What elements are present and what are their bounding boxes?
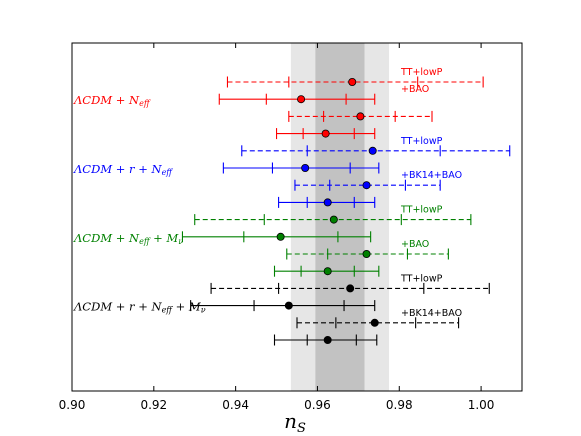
- data-point: [323, 198, 332, 207]
- band-1sigma: [315, 43, 365, 391]
- data-point: [321, 129, 330, 138]
- data-point: [356, 112, 365, 121]
- data-point: [301, 163, 310, 172]
- x-tick-label: 0.96: [304, 398, 331, 412]
- data-point: [362, 249, 371, 258]
- data-point: [323, 267, 332, 276]
- confidence-bands: [290, 43, 390, 391]
- dataset-label: +BK14+BAO: [401, 308, 462, 319]
- dataset-label: +BAO: [401, 239, 429, 250]
- dataset-label: TT+lowP: [400, 205, 443, 216]
- data-point: [284, 301, 293, 310]
- data-point: [368, 146, 377, 155]
- x-tick-label: 0.94: [222, 398, 249, 412]
- x-tick-label: 0.90: [59, 398, 86, 412]
- series-group: [190, 282, 490, 346]
- group-label: ΛCDM + Neff: [73, 93, 151, 108]
- group-labels: TT+lowP +BAO ΛCDM + Neff TT+lowP +BK14+BAO ΛC…: [73, 67, 462, 319]
- error-bar-series: [181, 76, 511, 346]
- x-tick-label: 0.98: [386, 398, 413, 412]
- dataset-label: +BK14+BAO: [401, 170, 462, 181]
- series-group: [218, 76, 484, 140]
- group-label: ΛCDM + r + Neff + Mν: [73, 300, 206, 315]
- series-group: [222, 145, 511, 208]
- data-point: [297, 95, 306, 104]
- x-tick-label: 0.92: [140, 398, 167, 412]
- plot-frame: [71, 42, 523, 392]
- data-point: [323, 335, 332, 344]
- series-group: [181, 214, 472, 277]
- data-point: [362, 181, 371, 190]
- x-tick-label: 1.00: [468, 398, 495, 412]
- data-point: [370, 318, 379, 327]
- dataset-label: +BAO: [401, 84, 429, 95]
- dataset-label: TT+lowP: [400, 67, 443, 78]
- x-axis-ticks: 0.90 0.92 0.94 0.96 0.98 1.00: [59, 43, 495, 412]
- dataset-label: TT+lowP: [400, 136, 443, 147]
- data-point: [346, 284, 355, 293]
- axes-border: [71, 42, 523, 392]
- group-label: ΛCDM + r + Neff: [73, 162, 173, 177]
- group-label: ΛCDM + Neff + Mν: [73, 231, 183, 246]
- x-axis-label: nS: [284, 409, 306, 436]
- dataset-label: TT+lowP: [400, 273, 443, 284]
- data-point: [276, 232, 285, 241]
- data-point: [348, 78, 357, 87]
- data-point: [329, 215, 338, 224]
